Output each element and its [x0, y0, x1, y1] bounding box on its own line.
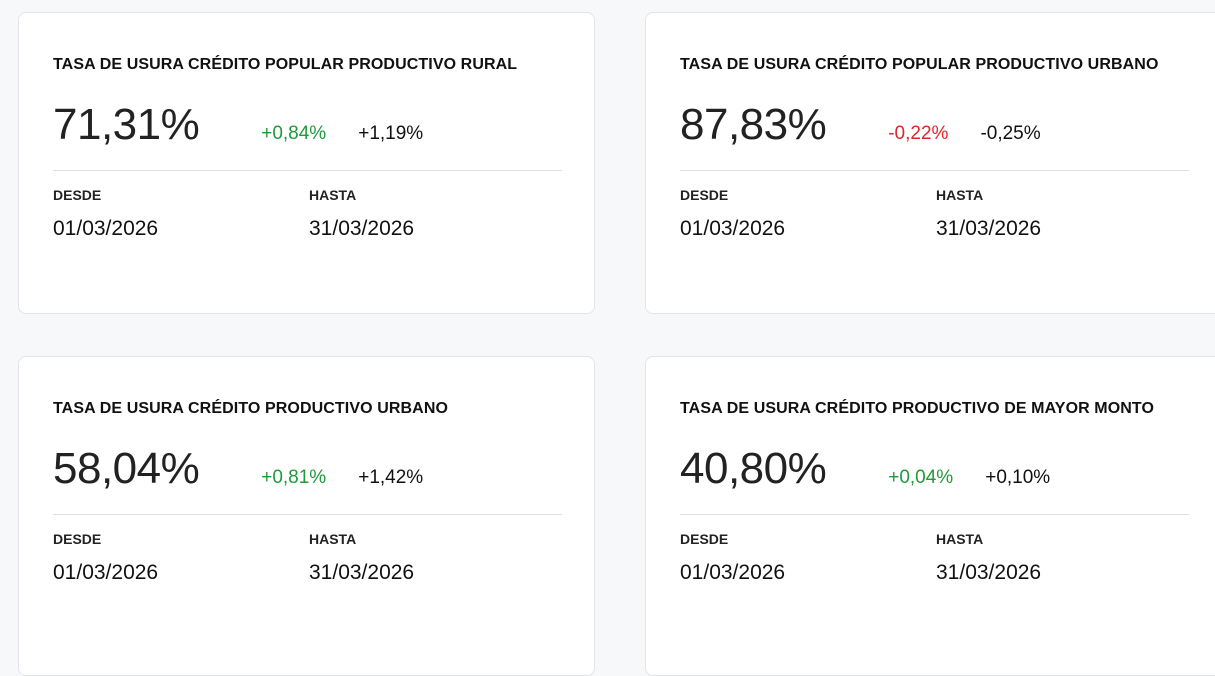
from-date: 01/03/2026	[53, 217, 159, 240]
to-block: HASTA 31/03/2026	[936, 187, 1192, 241]
to-block: HASTA 31/03/2026	[309, 187, 565, 241]
change-2: +1,19%	[358, 123, 424, 144]
to-date: 31/03/2026	[309, 561, 415, 584]
change-1: -0,22%	[888, 123, 949, 144]
to-date: 31/03/2026	[309, 217, 415, 240]
date-range: DESDE 01/03/2026 HASTA 31/03/2026	[53, 531, 560, 585]
from-block: DESDE 01/03/2026	[53, 531, 309, 585]
to-label: HASTA	[309, 187, 357, 203]
value-row: 58,04% +0,81% +1,42%	[53, 444, 560, 500]
rate-value: 58,04%	[53, 444, 200, 493]
to-block: HASTA 31/03/2026	[309, 531, 565, 585]
change-2: -0,25%	[980, 123, 1041, 144]
from-label: DESDE	[53, 531, 102, 547]
card-title: TASA DE USURA CRÉDITO POPULAR PRODUCTIVO…	[53, 56, 518, 73]
from-date: 01/03/2026	[53, 561, 159, 584]
to-date: 31/03/2026	[936, 561, 1042, 584]
date-range: DESDE 01/03/2026 HASTA 31/03/2026	[53, 187, 560, 241]
from-block: DESDE 01/03/2026	[680, 187, 936, 241]
value-row: 71,31% +0,84% +1,19%	[53, 100, 560, 156]
from-date: 01/03/2026	[680, 217, 786, 240]
change-1: +0,84%	[261, 123, 327, 144]
change-2: +0,10%	[985, 467, 1051, 488]
rate-value: 87,83%	[680, 100, 827, 149]
card-title: TASA DE USURA CRÉDITO PRODUCTIVO URBANO	[53, 400, 449, 417]
rate-card: TASA DE USURA CRÉDITO POPULAR PRODUCTIVO…	[645, 12, 1215, 314]
date-range: DESDE 01/03/2026 HASTA 31/03/2026	[680, 531, 1187, 585]
from-block: DESDE 01/03/2026	[53, 187, 309, 241]
rate-card: TASA DE USURA CRÉDITO PRODUCTIVO DE MAYO…	[645, 356, 1215, 676]
card-title: TASA DE USURA CRÉDITO POPULAR PRODUCTIVO…	[680, 56, 1159, 73]
divider	[680, 514, 1189, 515]
from-label: DESDE	[680, 187, 729, 203]
rate-card: TASA DE USURA CRÉDITO POPULAR PRODUCTIVO…	[18, 12, 595, 314]
rate-card: TASA DE USURA CRÉDITO PRODUCTIVO URBANO 5…	[18, 356, 595, 676]
value-row: 40,80% +0,04% +0,10%	[680, 444, 1187, 500]
divider	[53, 514, 562, 515]
card-title: TASA DE USURA CRÉDITO PRODUCTIVO DE MAYO…	[680, 400, 1155, 417]
divider	[53, 170, 562, 171]
from-date: 01/03/2026	[680, 561, 786, 584]
change-1: +0,81%	[261, 467, 327, 488]
change-1: +0,04%	[888, 467, 954, 488]
page: TASA DE USURA CRÉDITO POPULAR PRODUCTIVO…	[18, 12, 1215, 676]
to-label: HASTA	[309, 531, 357, 547]
rate-value: 40,80%	[680, 444, 827, 493]
date-range: DESDE 01/03/2026 HASTA 31/03/2026	[680, 187, 1187, 241]
to-block: HASTA 31/03/2026	[936, 531, 1192, 585]
to-label: HASTA	[936, 187, 984, 203]
divider	[680, 170, 1189, 171]
to-label: HASTA	[936, 531, 984, 547]
value-row: 87,83% -0,22% -0,25%	[680, 100, 1187, 156]
rate-value: 71,31%	[53, 100, 200, 149]
from-label: DESDE	[680, 531, 729, 547]
change-2: +1,42%	[358, 467, 424, 488]
from-block: DESDE 01/03/2026	[680, 531, 936, 585]
from-label: DESDE	[53, 187, 102, 203]
to-date: 31/03/2026	[936, 217, 1042, 240]
